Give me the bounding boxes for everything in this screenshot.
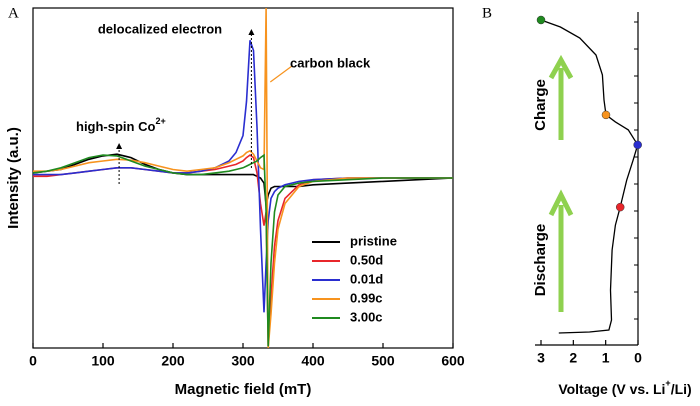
panel-label: B xyxy=(482,5,492,21)
x-tick-label: 300 xyxy=(231,353,255,369)
x-tick-label: 1 xyxy=(602,350,610,366)
x-axis-label-superscript: + xyxy=(665,378,670,388)
y-axis-label: Intensity (a.u.) xyxy=(5,127,22,229)
data-line xyxy=(33,153,453,347)
x-tick-label: 200 xyxy=(161,353,185,369)
x-axis-label-part: /Li) xyxy=(671,381,692,397)
arrow xyxy=(548,54,574,140)
x-tick-label: 3 xyxy=(537,350,545,366)
annotation: delocalized electron xyxy=(98,21,222,36)
annotation-superscript: 2+ xyxy=(155,116,165,126)
data-line xyxy=(33,154,453,347)
legend-label: 0.01d xyxy=(350,271,383,286)
annotation-part: high-spin Co xyxy=(76,119,155,134)
x-tick-label: 0 xyxy=(29,353,37,369)
annotation-leader xyxy=(269,65,293,83)
data-point xyxy=(536,15,546,25)
panel-annotation: Charge xyxy=(532,79,549,131)
x-axis-label: Voltage (V vs. Li+/Li) xyxy=(558,378,691,396)
panel-label: A xyxy=(8,5,19,21)
x-tick-label: 600 xyxy=(441,353,465,369)
x-axis-label: Magnetic field (mT) xyxy=(175,381,312,398)
annotation: high-spin Co2+ xyxy=(76,116,166,134)
x-tick-label: 500 xyxy=(371,353,395,369)
x-tick-label: 0 xyxy=(634,350,642,366)
legend-label: 0.99c xyxy=(350,290,383,305)
annotation: carbon black xyxy=(290,55,371,70)
plot-area xyxy=(33,8,453,348)
panel-annotation: Discharge xyxy=(532,224,549,297)
x-tick-label: 2 xyxy=(569,350,577,366)
arrow xyxy=(548,189,574,312)
panel-b: 3 2 1 0 Voltage (V vs. Li+/Li) Charge Discharg… xyxy=(532,12,692,397)
data-line xyxy=(540,19,639,334)
x-tick-label: 100 xyxy=(91,353,115,369)
data-point xyxy=(615,202,625,212)
data-line xyxy=(33,40,453,313)
panel-a: 0 100 200 300 400 500 600 Magnetic field (mT) In… xyxy=(5,7,465,398)
x-tick-label: 400 xyxy=(301,353,325,369)
legend-label: 3.00c xyxy=(350,309,383,324)
legend-label: pristine xyxy=(350,233,397,248)
x-axis-label-part: Voltage (V vs. Li xyxy=(558,381,665,397)
data-line xyxy=(33,8,453,348)
data-line xyxy=(33,153,453,206)
data-point xyxy=(633,140,642,150)
legend-label: 0.50d xyxy=(350,252,383,267)
data-point xyxy=(601,110,611,120)
